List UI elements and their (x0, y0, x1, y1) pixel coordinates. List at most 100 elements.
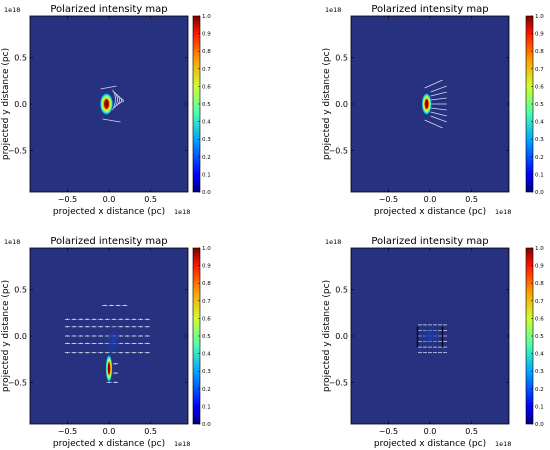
colorbar-tick-label: 0.1 (202, 172, 211, 178)
vector-node (73, 342, 75, 345)
colorbar-tick-label: 0.6 (202, 84, 211, 90)
chart-panel-2: Polarized intensity map 1e18 1e18 −0.5 0.0 0.… (322, 4, 544, 217)
vector-node (114, 363, 117, 365)
colorbar-tick-label: 0.8 (202, 49, 211, 55)
plot-content (99, 85, 124, 123)
x-tick-label: 0.0 (103, 195, 116, 204)
x-tick-label: 0.0 (424, 195, 437, 204)
vector-segment (430, 91, 447, 97)
vector-node (86, 342, 89, 345)
y-axis-label: projected y distance (pc) (1, 280, 11, 392)
colorbar-tick-label: 0.3 (535, 137, 544, 143)
vector-node (93, 335, 95, 337)
colorbar-tick-label: 0.6 (535, 316, 544, 322)
vector-node (139, 342, 142, 345)
colorbar-tick-label: 0.1 (535, 172, 544, 178)
y-tick-label: 0.5 (335, 286, 348, 295)
vector-segment (424, 79, 443, 89)
vector-node (99, 318, 102, 321)
vector-node (126, 342, 128, 345)
vector-node (146, 326, 148, 328)
vector-segment (424, 119, 443, 129)
colorbar-tick-label: 0.3 (202, 369, 211, 375)
y-tick-label: 0.0 (14, 100, 27, 109)
plot-content (64, 304, 150, 384)
vector-node (73, 326, 75, 328)
colorbar-tick-label: 0.6 (202, 316, 211, 322)
colorbar-tick-label: 0.1 (535, 404, 544, 410)
vector-node (117, 304, 119, 307)
vector-node (99, 351, 102, 354)
colorbar-tick-label: 0.9 (535, 264, 544, 270)
y-scale-label: 1e18 (4, 238, 20, 246)
x-axis-label: projected x distance (pc) (53, 207, 165, 217)
vector-node (86, 351, 89, 354)
vector-node (119, 318, 122, 321)
chart-panel-4: Polarized intensity map 1e18 1e18 −0.5 0.0 0.… (322, 236, 544, 449)
x-scale-label: 1e18 (495, 208, 511, 216)
vector-arc (116, 93, 120, 107)
vector-node (139, 335, 142, 337)
vector-node (106, 318, 109, 321)
vector-node (80, 318, 82, 321)
colorbar-tick-label: 0.8 (202, 281, 211, 287)
x-scale-label: 1e18 (174, 208, 190, 216)
vector-node (66, 342, 69, 345)
colorbar-tick-label: 0.4 (202, 120, 211, 126)
y-axis-label: projected y distance (pc) (1, 48, 11, 160)
chart-title: Polarized intensity map (371, 4, 488, 15)
colorbar-tick-label: 0.4 (202, 352, 211, 358)
colorbar-tick-label: 1.0 (202, 14, 211, 20)
vector-node (110, 304, 113, 307)
vector-node (146, 342, 148, 345)
plot-content (415, 324, 447, 354)
colorbar-tick-label: 0.0 (535, 190, 544, 196)
y-tick-label: 0.5 (14, 286, 27, 295)
y-tick-label: −0.5 (8, 378, 27, 387)
y-axis-label: projected y distance (pc) (322, 280, 332, 392)
vector-node (93, 351, 95, 354)
colorbar-tick-label: 0.0 (202, 190, 211, 196)
y-tick-label: −0.5 (329, 146, 348, 155)
vector-node (133, 342, 135, 345)
colorbar: 1.0 0.9 0.8 0.7 0.6 0.5 0.4 0.3 0.2 0.1 0.0 (192, 14, 211, 196)
y-scale-label: 1e18 (4, 6, 20, 14)
x-scale-label: 1e18 (174, 440, 190, 448)
colorbar-tick-label: 0.6 (535, 84, 544, 90)
vector-node (126, 335, 128, 337)
vector-node (80, 351, 82, 354)
colorbar-tick-label: 0.4 (535, 352, 544, 358)
plot-content (421, 79, 447, 129)
x-axis-label: projected x distance (pc) (374, 439, 486, 449)
vector-node (139, 326, 142, 328)
colorbar-tick-label: 0.5 (202, 102, 211, 108)
vector-segment (430, 97, 447, 101)
vector-segment (430, 85, 447, 93)
colorbar-tick-label: 0.2 (202, 387, 211, 393)
chart-panel-3: Polarized intensity map 1e18 1e18 −0.5 0.0 0.… (1, 236, 211, 449)
vector-node (133, 326, 135, 328)
colorbar-tick-label: 1.0 (535, 14, 544, 20)
vector-node (99, 342, 102, 345)
colorbar-tick-label: 1.0 (202, 246, 211, 252)
vector-node (66, 335, 69, 337)
vector-node (73, 318, 75, 321)
vector-node (114, 381, 117, 384)
colorbar-tick-label: 0.2 (202, 155, 211, 161)
emission-peak (104, 98, 109, 110)
y-scale-label: 1e18 (325, 238, 341, 246)
x-tick-label: −0.5 (379, 195, 398, 204)
colorbar-tick-label: 0.7 (202, 299, 211, 305)
vector-node (73, 335, 75, 337)
x-tick-label: 0.5 (465, 195, 478, 204)
colorbar: 1.0 0.9 0.8 0.7 0.6 0.5 0.4 0.3 0.2 0.1 0.0 (192, 246, 211, 428)
vector-node (146, 318, 148, 321)
vector-node (93, 342, 95, 345)
colorbar-tick-label: 0.9 (202, 264, 211, 270)
colorbar-tick-label: 0.7 (202, 67, 211, 73)
vector-node (104, 304, 106, 307)
vector-node (133, 335, 135, 337)
colorbar-tick-label: 0.9 (535, 32, 544, 38)
vector-node (139, 318, 142, 321)
